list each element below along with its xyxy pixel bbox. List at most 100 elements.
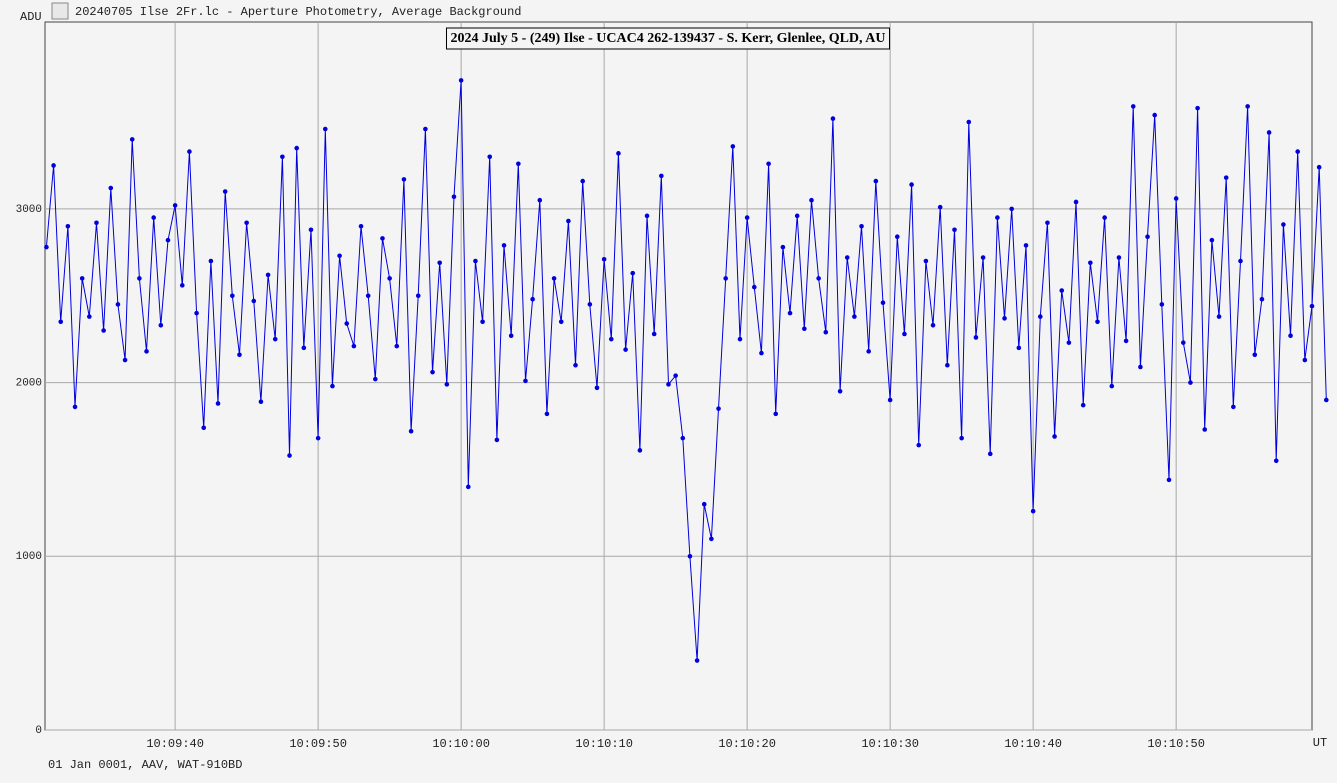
data-point	[1166, 477, 1172, 483]
data-point	[1045, 220, 1050, 226]
data-point	[308, 227, 314, 233]
data-point	[701, 501, 707, 507]
data-point	[551, 276, 557, 281]
data-point	[330, 383, 335, 389]
data-point	[1288, 333, 1293, 339]
data-point	[594, 385, 600, 391]
data-point	[766, 161, 771, 167]
data-point	[1080, 402, 1086, 408]
data-point	[423, 126, 428, 132]
data-point	[265, 272, 271, 278]
data-point	[1316, 164, 1322, 170]
y-tick-label: 3000	[16, 204, 42, 216]
data-point	[322, 126, 328, 132]
data-point	[108, 185, 114, 191]
data-point	[151, 215, 156, 220]
data-point	[709, 536, 714, 542]
data-point	[1266, 130, 1272, 135]
x-tick-label: 10:09:50	[289, 737, 347, 751]
data-point	[1066, 340, 1072, 345]
y-tick-label: 0	[35, 725, 42, 737]
data-point	[1223, 175, 1229, 180]
app-icon	[51, 2, 69, 20]
data-point	[1138, 364, 1143, 370]
data-point	[1259, 296, 1265, 302]
data-point	[730, 144, 736, 149]
data-point	[508, 333, 514, 339]
data-point	[723, 276, 728, 281]
data-point	[344, 321, 350, 326]
data-point	[930, 322, 936, 328]
data-point	[287, 453, 292, 458]
data-point	[916, 442, 922, 448]
x-tick-label: 10:10:00	[432, 737, 490, 751]
y-axis-label: ADU	[20, 10, 42, 24]
data-point	[294, 145, 299, 151]
data-point	[1052, 434, 1057, 439]
x-tick-label: 10:10:50	[1147, 737, 1205, 751]
data-point	[887, 397, 893, 403]
data-point	[44, 244, 49, 250]
data-point	[737, 336, 743, 342]
data-point	[859, 223, 864, 229]
data-point	[1152, 112, 1157, 118]
data-point	[272, 336, 278, 342]
data-point	[844, 255, 850, 260]
data-point	[937, 204, 943, 210]
data-point	[694, 658, 700, 663]
data-point	[816, 276, 821, 281]
data-point	[973, 335, 979, 340]
data-point	[1216, 314, 1222, 319]
data-point	[644, 213, 650, 219]
data-point	[623, 347, 628, 352]
data-point	[1281, 222, 1286, 227]
data-point	[744, 215, 750, 220]
data-point	[1173, 196, 1179, 201]
data-point	[230, 293, 235, 299]
data-point	[215, 401, 221, 406]
x-tick-label: 10:10:20	[718, 737, 776, 751]
data-point	[358, 223, 364, 229]
data-point	[873, 178, 879, 184]
data-point	[680, 435, 686, 441]
data-point	[129, 137, 135, 142]
data-point	[458, 78, 464, 83]
data-point	[115, 302, 121, 307]
data-point	[1295, 149, 1300, 154]
data-point	[1309, 303, 1315, 309]
data-point	[1102, 215, 1107, 220]
data-point	[802, 326, 807, 332]
data-point	[952, 227, 957, 233]
data-point	[544, 411, 550, 417]
data-point	[430, 369, 435, 375]
data-point	[523, 378, 528, 384]
data-point	[1238, 258, 1243, 264]
data-point	[1130, 104, 1136, 109]
data-point	[1188, 380, 1193, 385]
data-point	[208, 258, 214, 264]
data-point	[787, 310, 793, 316]
data-point	[880, 300, 886, 305]
data-point	[1180, 340, 1186, 345]
data-point	[401, 177, 407, 182]
data-point	[651, 331, 657, 337]
data-point	[51, 163, 56, 168]
data-point	[608, 336, 614, 342]
data-point	[673, 373, 678, 378]
data-point	[1273, 458, 1279, 464]
data-point	[945, 362, 950, 368]
data-point	[1324, 397, 1329, 403]
data-point	[187, 149, 192, 154]
data-point	[794, 213, 800, 219]
data-point	[1002, 316, 1007, 321]
data-point	[1009, 206, 1014, 212]
data-point	[122, 357, 128, 363]
data-point	[315, 435, 321, 441]
data-point	[616, 151, 621, 156]
title-box	[445, 27, 891, 50]
data-point	[444, 382, 450, 387]
data-point	[480, 319, 485, 325]
data-point	[637, 448, 643, 453]
data-point	[1116, 255, 1122, 260]
